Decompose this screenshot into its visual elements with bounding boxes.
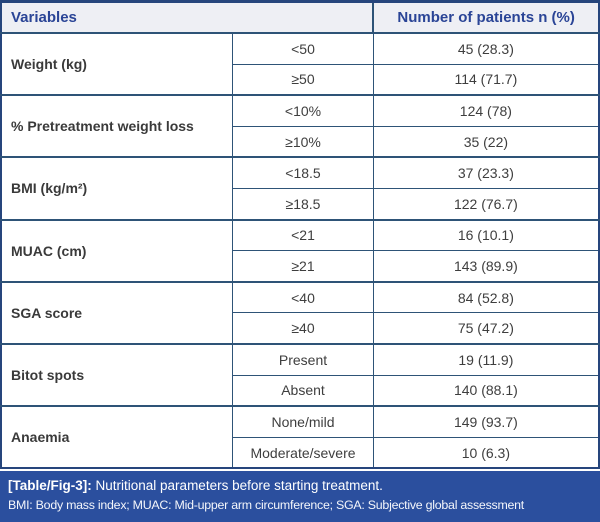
table-row: Weight (kg) <50 45 (28.3): [1, 31, 599, 96]
variable-name: SGA score: [1, 280, 233, 344]
table-header: Variables Number of patients n (%): [1, 1, 599, 34]
variable-name: % Pretreatment weight loss: [1, 94, 233, 158]
category-cell: <10%: [232, 94, 374, 127]
value-cell: 124 (78): [373, 94, 599, 127]
category-cell: Moderate/severe: [232, 436, 374, 469]
category-cell: ≥40: [232, 312, 374, 344]
value-cell: 149 (93.7): [373, 405, 599, 438]
value-cell: 35 (22): [373, 125, 599, 158]
table-row: MUAC (cm) <21 16 (10.1): [1, 218, 599, 282]
category-cell: None/mild: [232, 405, 374, 438]
category-cell: <21: [232, 218, 374, 251]
category-cell: ≥10%: [232, 125, 374, 158]
value-cell: 84 (52.8): [373, 280, 599, 313]
value-cell: 45 (28.3): [373, 31, 599, 65]
variable-name: BMI (kg/m²): [1, 156, 233, 220]
table-row: SGA score <40 84 (52.8): [1, 280, 599, 344]
category-cell: ≥21: [232, 250, 374, 282]
table-caption-label: [Table/Fig-3]:: [8, 478, 92, 494]
value-cell: 19 (11.9): [373, 342, 599, 376]
category-cell: Absent: [232, 374, 374, 407]
variable-name: Weight (kg): [1, 31, 233, 96]
table-row: Bitot spots Present 19 (11.9): [1, 342, 599, 407]
table-row: ≥40 75 (47.2): [1, 312, 599, 344]
value-cell: 143 (89.9): [373, 250, 599, 282]
value-cell: 16 (10.1): [373, 218, 599, 251]
table-footnote: BMI: Body mass index; MUAC: Mid-upper ar…: [8, 498, 525, 513]
column-header-patients: Number of patients n (%): [372, 1, 599, 34]
table-caption: [Table/Fig-3]: Nutritional parameters be…: [8, 476, 592, 496]
value-cell: 140 (88.1): [373, 374, 599, 407]
category-cell: Present: [232, 342, 374, 376]
table-caption-text: Nutritional parameters before starting t…: [95, 478, 383, 494]
category-cell: ≥18.5: [232, 187, 374, 220]
value-cell: 114 (71.7): [373, 63, 599, 96]
category-cell: <40: [232, 280, 374, 313]
value-cell: 10 (6.3): [373, 436, 599, 469]
table-row: BMI (kg/m²) <18.5 37 (23.3): [1, 156, 599, 220]
table-row: ≥21 143 (89.9): [1, 250, 599, 282]
value-cell: 37 (23.3): [373, 156, 599, 189]
category-cell: ≥50: [232, 63, 374, 96]
table-row: ≥10% 35 (22): [1, 125, 599, 158]
category-cell: <50: [232, 31, 374, 65]
variable-name: Anaemia: [1, 405, 233, 469]
value-cell: 122 (76.7): [373, 187, 599, 220]
table-body: Weight (kg) <50 45 (28.3) ≥50 114 (71.7)% Pr…: [1, 31, 599, 469]
table-row: ≥18.5 122 (76.7): [1, 187, 599, 220]
table-row: Absent 140 (88.1): [1, 374, 599, 407]
table-caption-band: [Table/Fig-3]: Nutritional parameters be…: [0, 471, 600, 522]
header-row: Variables Number of patients n (%): [1, 1, 599, 34]
column-header-variables: Variables: [1, 1, 374, 34]
variable-name: MUAC (cm): [1, 218, 233, 282]
value-cell: 75 (47.2): [373, 312, 599, 344]
table-row: % Pretreatment weight loss <10% 124 (78): [1, 94, 599, 158]
variable-name: Bitot spots: [1, 342, 233, 407]
table-row: ≥50 114 (71.7): [1, 63, 599, 96]
nutrition-parameters-table: Variables Number of patients n (%) Weigh…: [0, 0, 600, 470]
table-row: Anaemia None/mild 149 (93.7): [1, 405, 599, 469]
table-row: Moderate/severe 10 (6.3): [1, 436, 599, 469]
category-cell: <18.5: [232, 156, 374, 189]
